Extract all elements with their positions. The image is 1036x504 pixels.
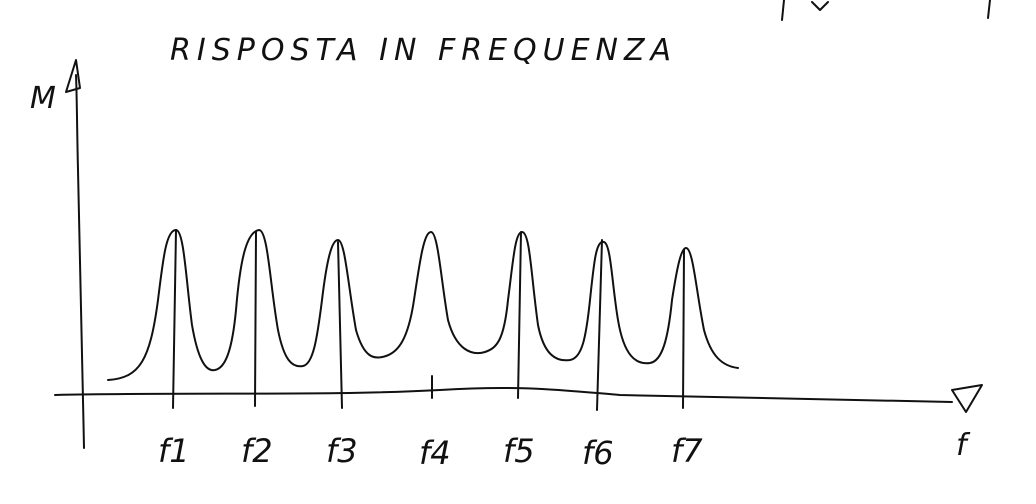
y-axis-label: M (30, 81, 56, 116)
freq-label-f2: f2 (241, 432, 273, 470)
peak-markers (172, 229, 685, 411)
peak-marker-f3 (337, 241, 343, 409)
peak-marker-f2 (254, 231, 257, 407)
x-axis-arrowhead (951, 384, 983, 413)
cropped-top-marks (781, 0, 991, 21)
peak-marker-f1 (172, 229, 177, 409)
x-axis (54, 384, 983, 413)
x-axis-label: f (956, 428, 971, 463)
freq-label-f6: f6 (582, 434, 614, 472)
freq-label-f5: f5 (503, 432, 535, 470)
response-curve (107, 229, 739, 381)
diagram-title: RISPOSTA IN FREQUENZA (170, 33, 677, 68)
freq-label-f1: f1 (158, 432, 190, 470)
freq-label-f4: f4 (419, 434, 451, 472)
freq-label-f3: f3 (326, 432, 358, 470)
y-axis (65, 59, 85, 449)
peak-marker-f6 (596, 239, 603, 411)
peak-marker-f7 (682, 249, 685, 409)
y-axis-arrowhead (65, 59, 81, 93)
frequency-labels: f1 f2 f3 f4 f5 f6 f7 (158, 432, 703, 472)
freq-label-f7: f7 (671, 432, 703, 470)
peak-marker-f5 (517, 231, 522, 399)
